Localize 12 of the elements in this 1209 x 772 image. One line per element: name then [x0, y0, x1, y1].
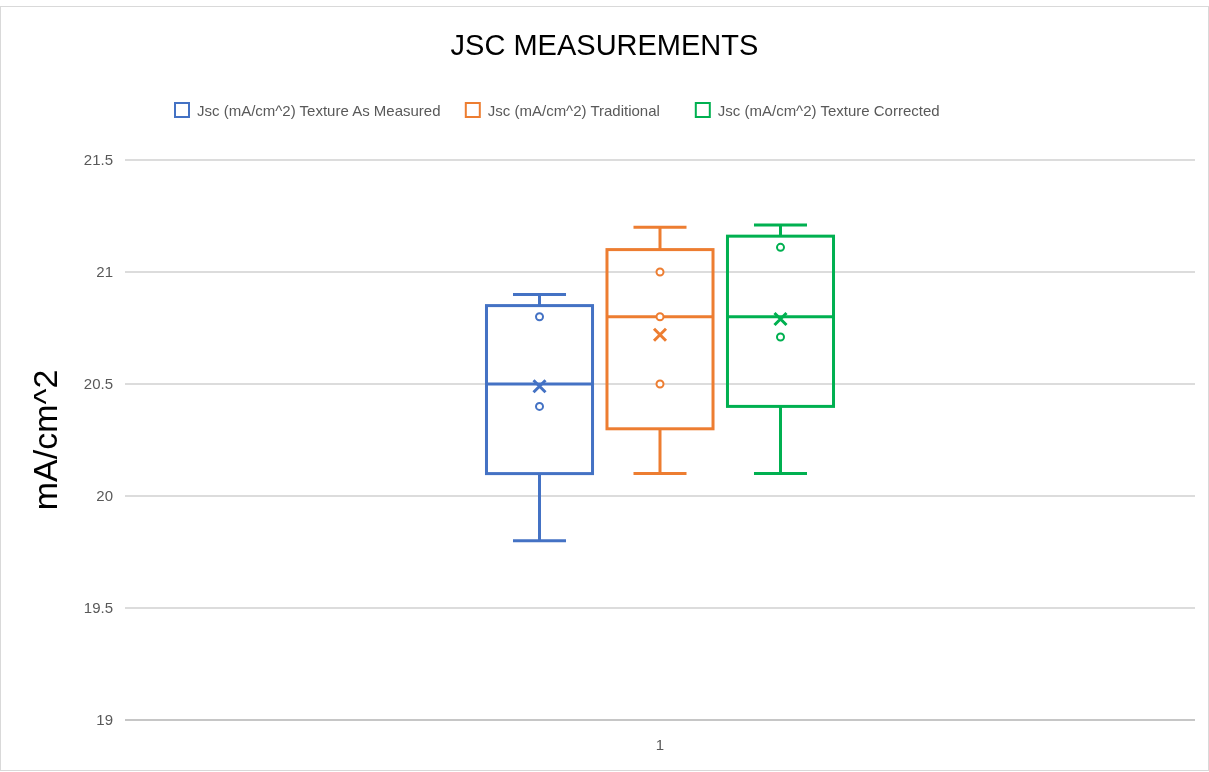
y-tick-label: 20 [96, 487, 113, 505]
y-tick-label: 19 [96, 711, 113, 729]
y-tick-label: 19.5 [83, 599, 113, 617]
y-tick-label: 21.5 [83, 151, 113, 169]
y-tick-label: 20.5 [83, 375, 113, 393]
x-tick-label: 1 [655, 736, 665, 753]
legend-label: Jsc (mA/cm^2) Traditional [487, 102, 660, 120]
chart-title: JSC MEASUREMENTS [450, 29, 759, 61]
legend-label: Jsc (mA/cm^2) Texture As Measured [197, 102, 441, 120]
y-tick-label: 21 [96, 263, 113, 281]
y-axis-title: mA/cm^2 [26, 369, 64, 511]
legend-label: Jsc (mA/cm^2) Texture Corrected [717, 102, 940, 120]
